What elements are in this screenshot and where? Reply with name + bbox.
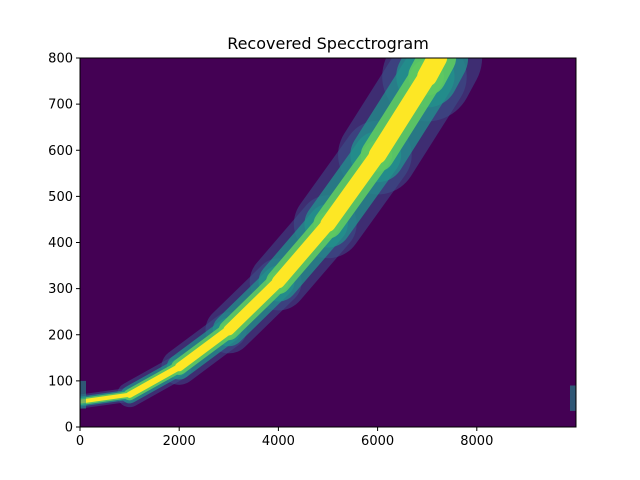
x-tick-label: 6000: [361, 434, 394, 449]
y-tick-label: 600: [48, 144, 73, 159]
x-tick-label: 0: [76, 434, 84, 449]
ridge-band-segment: [223, 276, 284, 336]
y-tick-label: 700: [48, 98, 73, 113]
heatmap-layer: [80, 58, 576, 411]
ridge-band-segment: [417, 58, 448, 87]
ridge-band-segment: [271, 217, 335, 289]
y-tick-label: 100: [48, 374, 73, 389]
ridge-band-segment: [320, 147, 386, 232]
y-tick-label: 500: [48, 190, 73, 205]
chart-title: Recovered Specctrogram: [227, 34, 429, 53]
x-axis: 0 2000 4000 6000 8000: [76, 427, 493, 449]
ridge-band-segment: [174, 325, 234, 372]
plot-area: [79, 57, 577, 428]
y-tick-label: 800: [48, 52, 73, 67]
x-tick-label: 8000: [460, 434, 493, 449]
y-tick-label: 400: [48, 236, 73, 251]
ridge-band-segment: [368, 67, 437, 164]
ridge-band-segment: [80, 392, 132, 404]
ridge-band-segment: [126, 363, 183, 398]
y-tick-label: 0: [65, 421, 73, 436]
y-axis: 0 100 200 300 400 500 600 700 800: [48, 52, 80, 436]
edge-artifact: [570, 385, 576, 411]
x-tick-label: 2000: [163, 434, 196, 449]
edge-artifact: [80, 380, 86, 409]
x-tick-label: 4000: [262, 434, 295, 449]
y-tick-label: 200: [48, 328, 73, 343]
y-tick-label: 300: [48, 282, 73, 297]
